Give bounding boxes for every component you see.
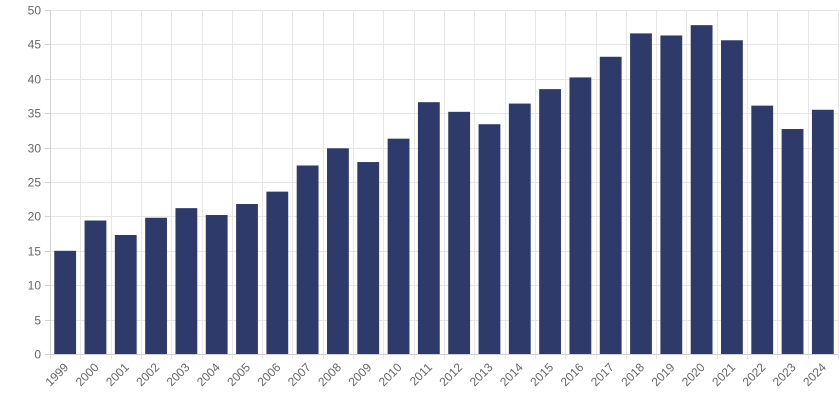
x-tick-label-2020: 2020 — [679, 360, 708, 389]
bar-2005 — [236, 204, 258, 354]
x-tick-label-2017: 2017 — [588, 360, 617, 389]
bar-2020 — [690, 25, 713, 354]
x-tick-label-1999: 1999 — [42, 360, 71, 389]
bar-2000 — [84, 220, 107, 354]
bar-2017 — [599, 56, 622, 354]
y-tick-label: 0 — [34, 348, 41, 362]
x-tick-label-2023: 2023 — [770, 360, 799, 389]
bar-2013 — [478, 124, 501, 355]
bar-2018 — [630, 33, 652, 354]
x-tick-label-2008: 2008 — [315, 360, 344, 389]
x-tick-label-2009: 2009 — [346, 360, 375, 389]
bar-2001 — [114, 234, 137, 354]
x-tick-label-2002: 2002 — [133, 360, 162, 389]
bar-2007 — [296, 165, 319, 354]
x-tick-label-2003: 2003 — [164, 360, 193, 389]
y-tick-label: 50 — [28, 4, 42, 18]
bar-2014 — [508, 103, 531, 354]
y-tick-label: 40 — [28, 73, 42, 87]
x-tick-label-2015: 2015 — [527, 360, 556, 389]
bar-2009 — [357, 162, 380, 354]
x-tick-label-2024: 2024 — [800, 360, 829, 389]
x-tick-label-2021: 2021 — [709, 360, 738, 389]
x-tick-label-2005: 2005 — [224, 360, 253, 389]
x-tick-label-2014: 2014 — [497, 360, 526, 389]
x-tick-label-2006: 2006 — [255, 360, 284, 389]
x-tick-label-2010: 2010 — [376, 360, 405, 389]
x-tick-label-2016: 2016 — [558, 360, 587, 389]
y-tick-label: 30 — [28, 142, 42, 156]
y-tick-label: 5 — [34, 314, 41, 328]
x-tick-label-2011: 2011 — [407, 360, 435, 388]
bar-2022 — [751, 105, 774, 354]
x-tick-label-2022: 2022 — [740, 360, 769, 389]
x-tick-label-2000: 2000 — [73, 360, 102, 389]
bar-2008 — [327, 148, 349, 354]
bar-2012 — [448, 111, 471, 354]
y-tick-label: 35 — [28, 107, 42, 121]
x-tick-label-2013: 2013 — [467, 360, 496, 389]
y-tick-label: 20 — [28, 210, 42, 224]
x-tick-label-2007: 2007 — [285, 360, 314, 389]
bar-2006 — [266, 191, 289, 354]
bar-2016 — [569, 77, 592, 355]
y-tick-label: 45 — [28, 38, 42, 52]
bar-2015 — [539, 89, 561, 355]
x-tick-label-2018: 2018 — [618, 360, 647, 389]
y-tick-label: 10 — [28, 279, 42, 293]
y-tick-label: 15 — [28, 245, 42, 259]
bar-2010 — [387, 138, 410, 354]
x-tick-label-2001: 2001 — [103, 360, 132, 389]
bar-2019 — [660, 35, 683, 355]
x-tick-label-2012: 2012 — [436, 360, 465, 389]
bar-2003 — [175, 208, 198, 354]
y-tick-labels: 0 5 10 15 20 25 30 35 40 45 50 — [28, 4, 42, 362]
bar-2023 — [781, 129, 804, 354]
bar-2021 — [721, 40, 743, 355]
bar-2011 — [417, 102, 440, 354]
x-tick-label-2019: 2019 — [649, 360, 678, 389]
x-tick-label-2004: 2004 — [194, 360, 223, 389]
grid — [50, 10, 839, 359]
bar-2024 — [811, 109, 834, 354]
axes — [45, 10, 838, 355]
y-tick-label: 25 — [28, 176, 42, 190]
bar-1999 — [54, 250, 77, 354]
bar-2004 — [205, 215, 228, 354]
bar-2002 — [145, 217, 167, 354]
x-tick-labels: 1999 2000 2001 2002 2003 2004 2005 2006 2007 2008… — [42, 360, 829, 389]
bars — [54, 25, 834, 355]
